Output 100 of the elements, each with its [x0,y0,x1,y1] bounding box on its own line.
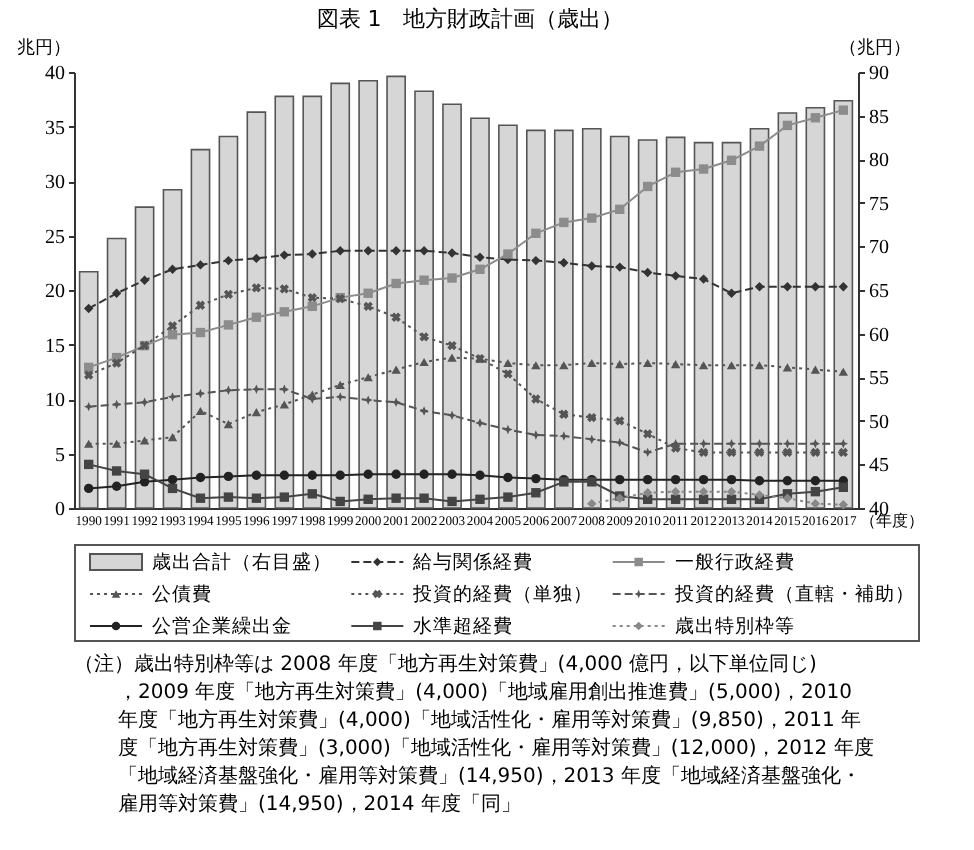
point [782,363,793,372]
point [615,437,625,448]
point [559,409,569,419]
point [503,358,513,368]
point [167,483,178,494]
point [223,471,234,482]
y2-tick-label: 50 [869,411,889,434]
y-tick-label: 15 [45,335,65,358]
point [307,301,317,312]
point [363,469,373,479]
point [447,496,457,507]
y-tick-label: 35 [45,117,65,140]
legend-label: 歳出合計（右目盛） [152,550,332,574]
point [251,283,262,293]
point [307,470,317,480]
point [475,264,485,274]
y-axis-title: 兆円） [17,37,71,59]
point [363,373,373,382]
point [195,493,206,503]
point [503,472,513,483]
point [698,361,709,370]
point [111,358,122,368]
point [754,141,765,151]
point [615,360,625,369]
point [335,380,345,389]
point [447,273,457,283]
point [111,288,122,298]
point [559,217,569,228]
point [419,275,429,285]
point [615,204,625,215]
point [559,431,569,441]
point [419,469,429,479]
point [810,113,821,123]
point [810,447,821,458]
point [642,447,653,458]
legend-label: 給与関係経費 [411,550,534,574]
legend-label: 水準超経費 [413,614,514,638]
point [670,271,681,281]
point [251,408,262,417]
point [251,470,262,480]
point [838,500,849,510]
point [335,246,345,256]
point [726,288,737,298]
point [587,213,597,223]
point [698,474,709,485]
y2-tick-label: 70 [869,237,889,260]
point [111,481,122,491]
point [419,357,429,366]
point [83,439,94,448]
point [810,365,821,374]
y2-tick-label: 80 [869,150,889,173]
point [139,397,150,407]
point [84,370,94,380]
point [670,474,681,485]
point [615,262,625,272]
point [251,253,262,264]
point [223,289,234,299]
point [698,494,709,504]
point [726,361,737,370]
y2-tick-label: 60 [869,324,889,347]
point [223,255,234,266]
y-tick-label: 0 [55,499,65,521]
point [419,246,429,256]
point [363,494,373,504]
point [475,252,485,262]
point [810,476,821,486]
point [838,282,849,292]
legend-label: 公営企業繰出金 [152,614,292,638]
point [167,330,178,340]
point [447,353,457,362]
x-axis-title: （年度） [860,512,924,530]
y-tick-label: 40 [45,63,65,85]
point [83,303,94,314]
point [335,496,345,507]
point [643,429,653,439]
point [111,399,122,410]
point [279,400,290,409]
point [83,401,94,412]
point [615,474,625,485]
y-tick-label: 25 [45,226,65,249]
point [670,494,681,504]
point [251,493,262,503]
point [195,327,206,338]
point [167,264,178,274]
point [642,267,653,278]
point [139,275,150,285]
point [642,181,653,192]
point [391,312,401,322]
y-tick-label: 30 [45,172,65,194]
point [503,424,513,435]
point [279,492,290,502]
point [307,249,317,259]
point [279,307,290,317]
point [167,392,178,402]
point [335,470,345,480]
y2-tick-label: 75 [869,193,889,216]
point [810,498,821,509]
legend-label: 投資的経費（単独） [411,582,594,606]
point [475,494,485,504]
legend-label: 一般行政経費 [674,550,795,574]
